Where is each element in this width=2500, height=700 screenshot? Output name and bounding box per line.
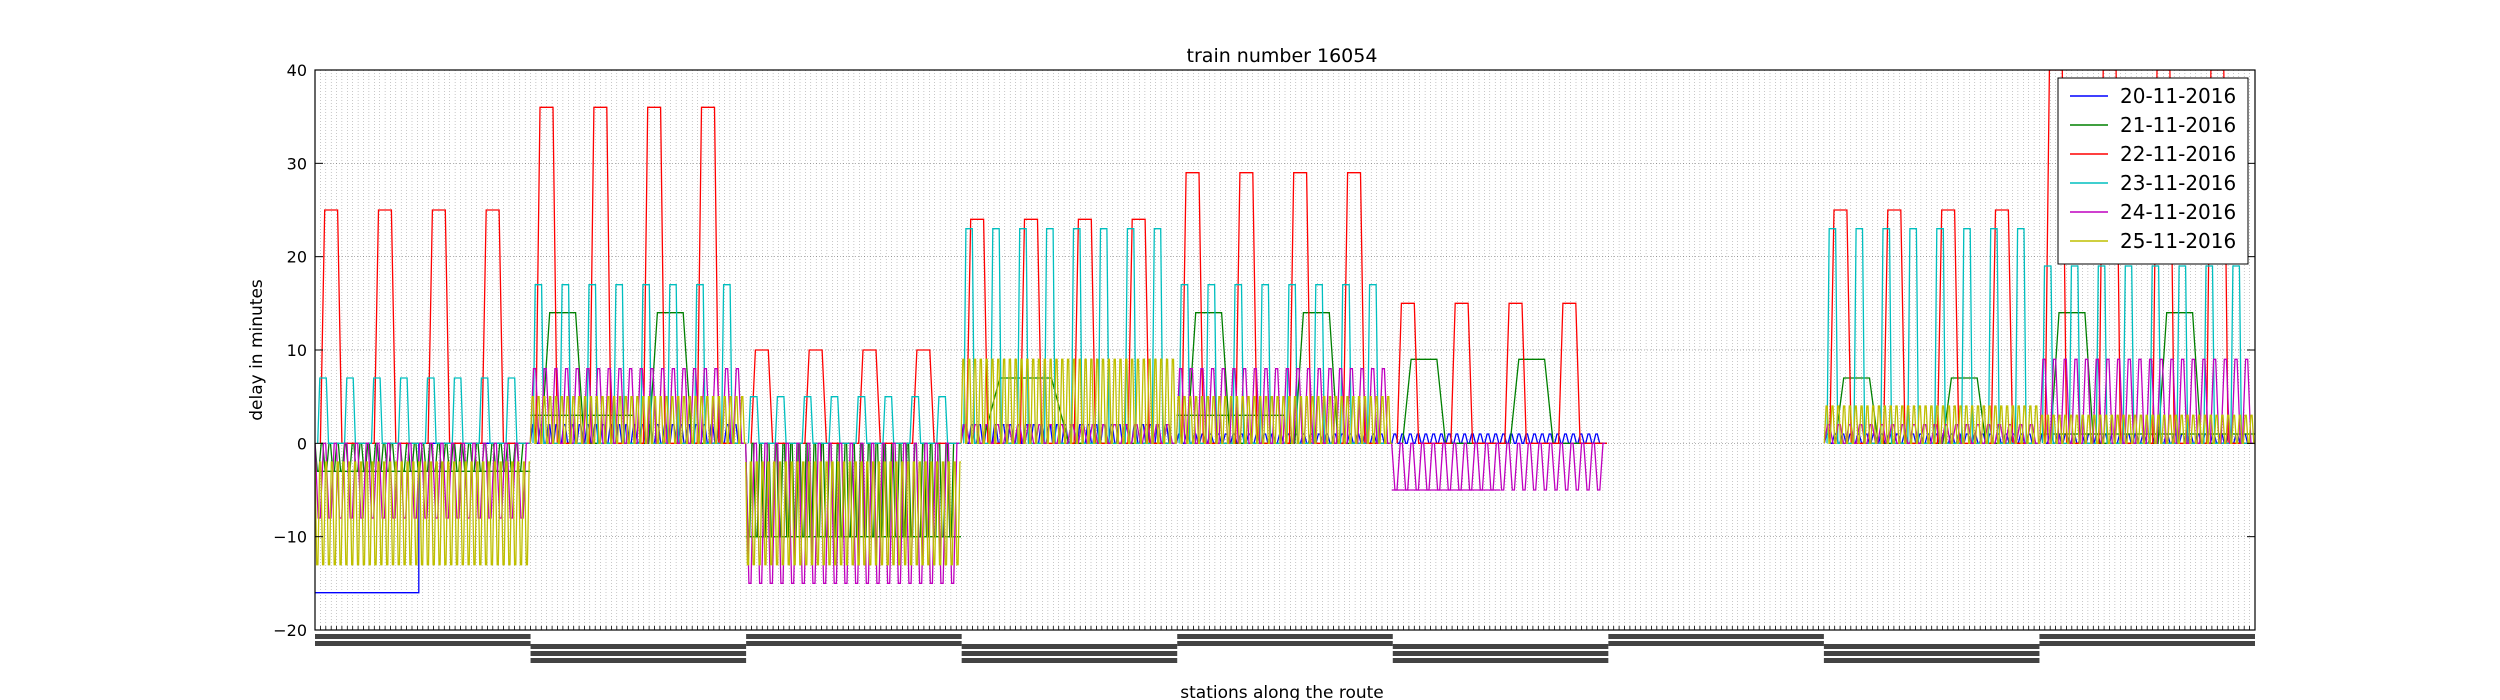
x-tick-labels <box>1823 651 2040 656</box>
x-axis-label: stations along the route <box>1180 683 1384 700</box>
legend: 20-11-2016 21-11-2016 22-11-2016 23-11-2016… <box>2057 77 2249 265</box>
x-ticks <box>314 626 2256 630</box>
x-tick-labels <box>1177 634 1393 639</box>
legend-label: 20-11-2016 <box>2120 84 2236 108</box>
y-tick-label: 40 <box>287 61 307 80</box>
x-tick-labels <box>961 644 1178 649</box>
y-tick-label: 0 <box>297 434 307 453</box>
legend-label: 22-11-2016 <box>2120 142 2236 166</box>
series-25-11-2016 <box>315 358 2255 566</box>
x-tick-labels <box>1608 641 1824 646</box>
series-line <box>2039 414 2255 444</box>
x-tick-labels <box>961 651 1178 656</box>
x-tick-labels <box>1608 634 1824 639</box>
x-tick-labels <box>1392 658 1609 663</box>
series-line <box>745 461 961 566</box>
y-axis: −20 −10 0 10 20 30 40 <box>273 61 2255 640</box>
x-tick-labels <box>1823 658 2040 663</box>
y-tick-label: −20 <box>273 621 307 640</box>
series-line <box>747 396 961 444</box>
x-tick-labels <box>2039 641 2255 646</box>
y-tick-label: 10 <box>287 341 307 360</box>
x-tick-labels <box>1823 644 2040 649</box>
x-tick-labels <box>1392 651 1609 656</box>
y-tick-label: 20 <box>287 248 307 267</box>
x-tick-labels <box>2039 634 2255 639</box>
x-tick-labels <box>746 641 962 646</box>
series-lines <box>315 70 2255 594</box>
legend-label: 25-11-2016 <box>2120 229 2236 253</box>
series-line <box>317 377 531 444</box>
series-line <box>960 358 1177 444</box>
x-tick-labels <box>1177 641 1393 646</box>
legend-label: 23-11-2016 <box>2120 171 2236 195</box>
x-tick-labels <box>315 641 531 646</box>
y-tick-label: −10 <box>273 528 307 547</box>
legend-label: 21-11-2016 <box>2120 113 2236 137</box>
x-tick-labels <box>961 658 1178 663</box>
x-tick-labels <box>315 634 531 639</box>
x-tick-labels <box>746 634 962 639</box>
series-line <box>1823 405 2040 444</box>
x-tick-labels <box>530 658 747 663</box>
series-line <box>1391 433 1602 444</box>
series-line <box>529 396 746 444</box>
chart-title: train number 16054 <box>1187 45 1378 67</box>
x-tick-labels <box>530 644 747 649</box>
legend-box <box>2057 77 2249 265</box>
series-line <box>315 461 531 566</box>
legend-label: 24-11-2016 <box>2120 200 2236 224</box>
x-axis-ticks <box>314 626 2256 663</box>
x-tick-labels <box>1392 644 1609 649</box>
y-axis-label: delay in minutes <box>247 279 267 421</box>
y-tick-label: 30 <box>287 154 307 173</box>
series-line <box>1175 396 1392 444</box>
x-tick-labels <box>530 651 747 656</box>
